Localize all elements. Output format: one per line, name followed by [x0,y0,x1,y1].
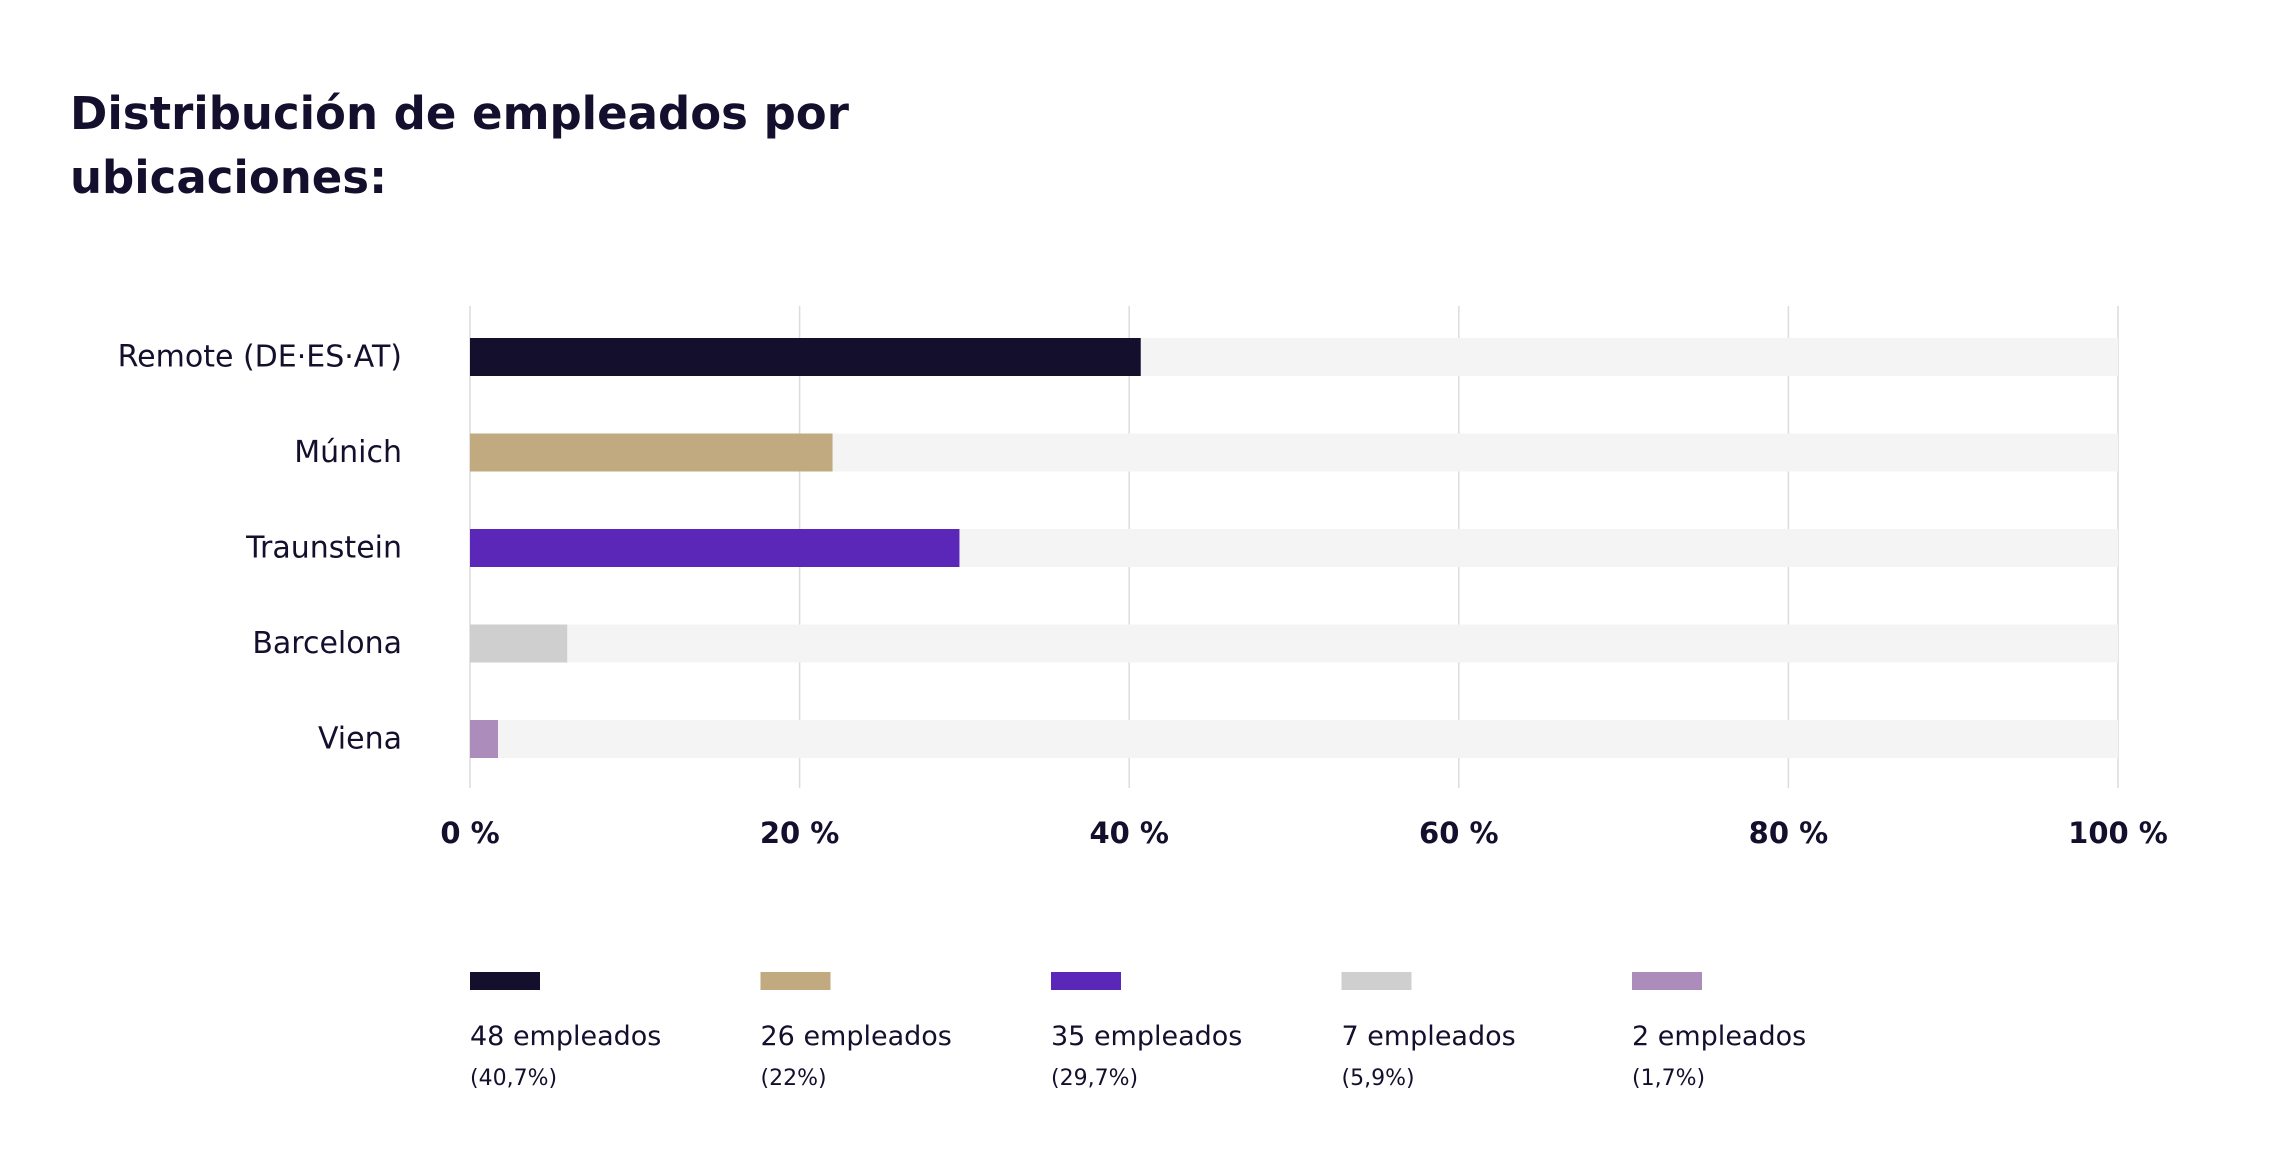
bar-track [470,720,2118,758]
legend: 48 empleados (40,7%) 26 empleados (22%) 35 e… [470,972,1806,1091]
legend-swatch [760,972,831,990]
legend-swatch [1341,972,1412,990]
legend-swatch [470,972,540,990]
legend-label: 48 empleados [470,1021,661,1052]
x-tick-label-100: 100 % [2068,816,2168,850]
legend-percentage: (29,7%) [1051,1066,1138,1091]
category-label: Remote (DE·ES·AT) [118,340,402,375]
legend-label: 26 empleados [761,1021,952,1052]
x-tick-label-40: 40 % [1089,816,1169,850]
category-labels: Remote (DE·ES·AT) Múnich Traunstein Barcelo… [118,340,402,757]
bar [470,529,960,567]
bar [470,624,568,663]
x-tick-label-0: 0 % [440,816,499,850]
bar [470,338,1141,376]
x-axis-tick-labels: 0 % 20 % 40 % 60 % 80 % 100 % [440,816,2168,850]
category-label: Barcelona [252,626,402,661]
legend-swatch [1051,972,1121,990]
category-label: Traunstein [245,531,402,566]
legend-label: 2 empleados [1632,1021,1806,1052]
legend-percentage: (22%) [761,1066,827,1091]
legend-percentage: (5,9%) [1342,1066,1415,1091]
bar [470,433,833,472]
category-label: Viena [318,722,402,757]
legend-label: 7 empleados [1342,1021,1516,1052]
legend-swatch [1632,972,1702,990]
legend-label: 35 empleados [1051,1021,1242,1052]
x-tick-label-80: 80 % [1749,816,1829,850]
x-tick-label-20: 20 % [760,816,840,850]
x-tick-label-60: 60 % [1419,816,1499,850]
bar-track [470,624,2118,663]
category-label: Múnich [294,435,402,470]
legend-percentage: (40,7%) [470,1066,557,1091]
bar-layer [470,338,1141,758]
chart-title: Distribución de empleados por ubicacione… [70,87,849,204]
legend-percentage: (1,7%) [1632,1066,1705,1091]
bar [470,720,499,758]
